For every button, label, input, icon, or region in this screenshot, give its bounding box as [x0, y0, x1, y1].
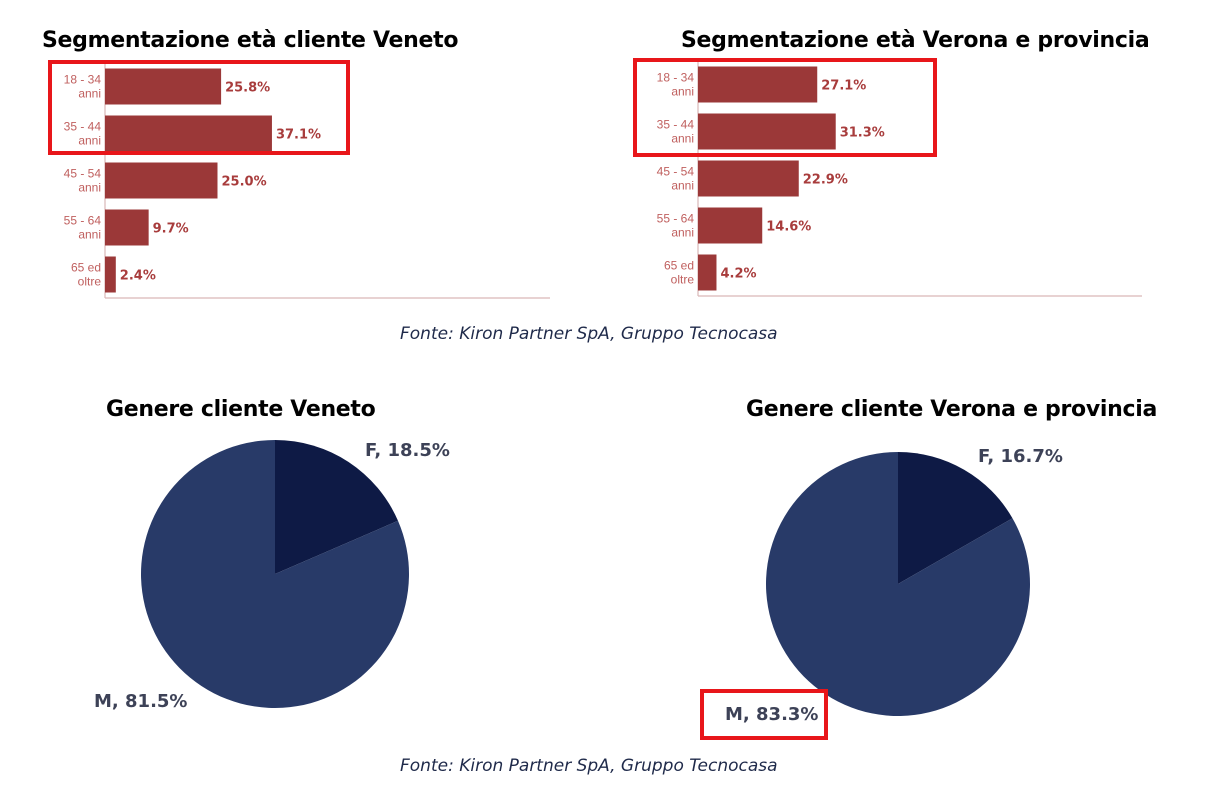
category-label: oltre	[78, 275, 102, 289]
slice-label: F, 18.5%	[365, 440, 450, 461]
bar	[698, 207, 763, 244]
category-label: anni	[671, 85, 694, 99]
highlight-box	[633, 58, 937, 157]
pie-chart-verona-title: Genere cliente Verona e provincia	[746, 397, 1158, 422]
category-label: 35 - 44	[64, 120, 102, 134]
category-label: 45 - 54	[657, 165, 695, 179]
pie-slice-f	[898, 452, 1013, 584]
bar	[105, 256, 116, 293]
data-label: 14.6%	[766, 220, 811, 235]
pie-slice-f	[275, 440, 398, 574]
category-label: anni	[671, 132, 694, 146]
data-label: 37.1%	[276, 128, 321, 143]
data-label: 25.8%	[225, 81, 270, 96]
bar	[105, 209, 149, 246]
category-label: 65 ed	[71, 261, 101, 275]
slice-label: F, 16.7%	[978, 446, 1063, 467]
slice-label: M, 81.5%	[94, 691, 187, 712]
category-label: anni	[78, 134, 101, 148]
bar-chart-verona-title: Segmentazione età Verona e provincia	[681, 28, 1150, 53]
category-label: 45 - 54	[64, 167, 102, 181]
category-label: 65 ed	[664, 259, 694, 273]
highlight-box	[700, 689, 828, 740]
data-label: 22.9%	[803, 173, 848, 188]
category-label: anni	[78, 87, 101, 101]
category-label: 55 - 64	[64, 214, 102, 228]
data-label: 27.1%	[821, 79, 866, 94]
data-label: 2.4%	[120, 269, 156, 284]
bar	[105, 162, 218, 199]
bar	[105, 115, 272, 152]
category-label: anni	[78, 181, 101, 195]
highlight-box	[48, 60, 350, 155]
data-label: 4.2%	[720, 267, 756, 282]
data-label: 25.0%	[222, 175, 267, 190]
data-label: 9.7%	[153, 222, 189, 237]
category-label: oltre	[671, 273, 695, 287]
slice-label: M, 83.3%	[725, 704, 818, 725]
category-label: 18 - 34	[64, 73, 102, 87]
category-label: 55 - 64	[657, 212, 695, 226]
category-label: anni	[671, 179, 694, 193]
source-note-bottom: Fonte: Kiron Partner SpA, Gruppo Tecnoca…	[400, 756, 778, 776]
bar-chart-veneto-title: Segmentazione età cliente Veneto	[42, 28, 459, 53]
category-label: anni	[671, 226, 694, 240]
bar	[698, 66, 818, 103]
category-label: 35 - 44	[657, 118, 695, 132]
category-label: anni	[78, 228, 101, 242]
category-label: 18 - 34	[657, 71, 695, 85]
bar	[698, 160, 799, 197]
bar	[105, 68, 222, 105]
source-note-top: Fonte: Kiron Partner SpA, Gruppo Tecnoca…	[400, 324, 778, 344]
data-label: 31.3%	[840, 126, 885, 141]
bar	[698, 254, 717, 291]
pie-slice-m	[140, 440, 409, 708]
bar	[698, 113, 836, 150]
pie-chart-veneto-title: Genere cliente Veneto	[106, 397, 376, 422]
pie-slice-m	[765, 452, 1030, 716]
